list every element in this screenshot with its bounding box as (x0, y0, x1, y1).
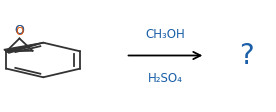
Text: O: O (15, 24, 24, 37)
Text: ?: ? (239, 42, 254, 70)
Text: O: O (15, 24, 24, 37)
Text: H₂SO₄: H₂SO₄ (148, 71, 183, 84)
Text: CH₃OH: CH₃OH (145, 28, 185, 41)
Polygon shape (4, 43, 43, 54)
Text: O: O (15, 27, 23, 37)
